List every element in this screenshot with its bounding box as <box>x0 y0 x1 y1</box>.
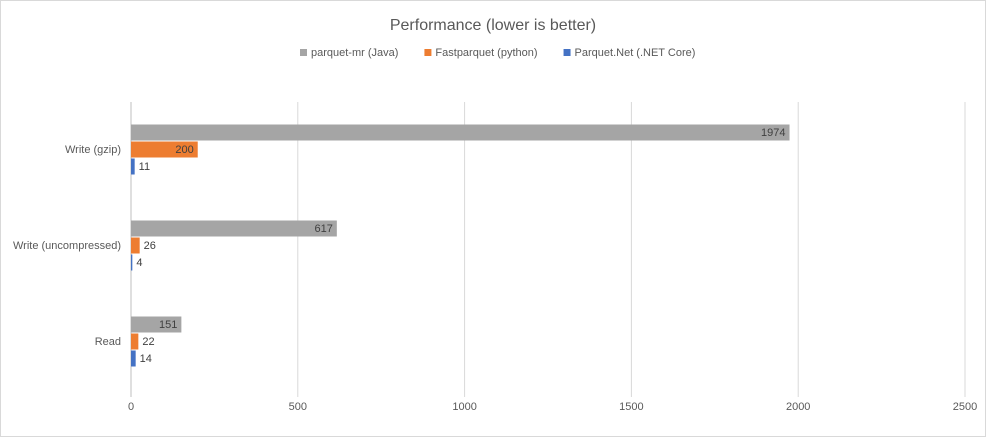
y-tick-label: Write (uncompressed) <box>13 240 121 252</box>
legend-swatch <box>300 49 307 56</box>
x-tick-label: 2500 <box>953 401 977 413</box>
bar <box>131 350 136 367</box>
y-tick-label: Read <box>95 336 121 348</box>
x-tick-label: 2000 <box>786 401 810 413</box>
data-label: 26 <box>144 240 156 252</box>
data-label: 4 <box>136 257 142 269</box>
legend-label: Fastparquet (python) <box>435 47 537 59</box>
x-tick-label: 1000 <box>452 401 476 413</box>
data-label: 22 <box>142 336 154 348</box>
data-label: 151 <box>159 319 177 331</box>
data-label: 11 <box>139 161 150 173</box>
bar <box>131 237 140 254</box>
bar <box>131 158 135 175</box>
bar <box>131 124 790 141</box>
x-tick-label: 0 <box>128 401 134 413</box>
legend-swatch <box>563 49 571 56</box>
data-label: 14 <box>140 353 152 365</box>
x-tick-label: 1500 <box>619 401 643 413</box>
bar <box>131 220 337 237</box>
legend-label: Parquet.Net (.NET Core) <box>575 47 696 59</box>
data-label: 1974 <box>761 127 785 139</box>
bar <box>131 333 139 350</box>
legend-label: parquet-mr (Java) <box>311 47 398 59</box>
bar <box>131 316 182 333</box>
data-label: 617 <box>314 223 332 235</box>
y-tick-label: Write (gzip) <box>65 144 121 156</box>
bar <box>131 141 198 158</box>
data-label: 200 <box>175 144 193 156</box>
x-tick-label: 500 <box>289 401 307 413</box>
chart-title: Performance (lower is better) <box>390 17 596 34</box>
bar <box>131 254 133 271</box>
legend-swatch <box>424 49 432 56</box>
